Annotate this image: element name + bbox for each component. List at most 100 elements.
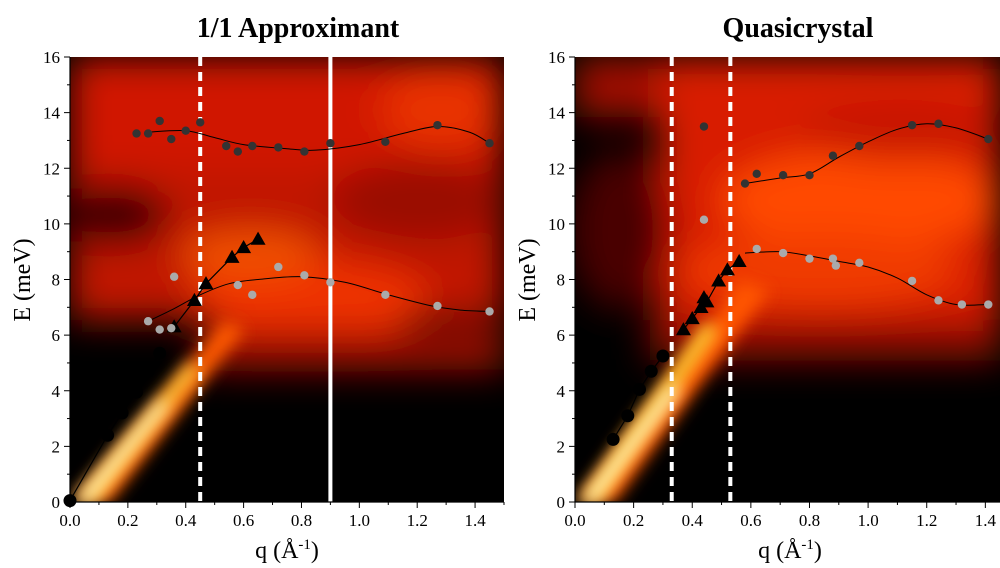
grey-point <box>752 244 761 254</box>
panel-title: 1/1 Approximant <box>197 13 400 44</box>
y-tick-label: 6 <box>52 326 61 345</box>
x-tick-label: 1.4 <box>464 511 486 530</box>
grey-point <box>433 301 442 311</box>
grey-point <box>143 317 153 326</box>
circle-point-large <box>606 432 620 446</box>
x-tick-label: 0.4 <box>175 511 197 530</box>
y-tick-label: 4 <box>52 382 61 401</box>
y-tick-label: 12 <box>43 159 60 178</box>
axes: 0.0 0.2 0.4 0.6 0.8 1.0 1.2 1.4 0 2 4 6 8 10 12 14 16 <box>548 48 1000 530</box>
circle-point-large <box>141 364 155 378</box>
dark-point <box>132 129 141 138</box>
y-axis-label: E (meV) <box>515 238 541 321</box>
y-axis-label: E (meV) <box>10 238 36 321</box>
grey-point <box>828 254 838 263</box>
dark-point <box>196 118 205 127</box>
triangle-point <box>198 276 214 290</box>
dark-point <box>433 120 442 130</box>
data-points <box>606 119 993 446</box>
data-points <box>63 116 494 508</box>
triangle-point <box>684 310 700 325</box>
x-tick-label: 0.0 <box>564 511 585 530</box>
y-tick-label: 6 <box>557 326 566 345</box>
triangle-point <box>711 273 727 287</box>
grey-point <box>169 272 179 281</box>
x-tick-label: 0.6 <box>233 511 254 530</box>
grey-point <box>326 278 335 287</box>
x-tick-label: 0.0 <box>59 511 80 530</box>
dark-point <box>485 139 494 148</box>
dark-point <box>778 171 788 180</box>
grey-point <box>957 300 967 309</box>
y-tick-label: 16 <box>548 48 565 67</box>
triangle-point <box>250 231 266 245</box>
y-tick-label: 10 <box>548 215 565 234</box>
y-tick-label: 16 <box>43 48 60 67</box>
intensity-map <box>575 57 1000 502</box>
x-tick-label: 0.2 <box>117 511 138 530</box>
y-tick-label: 2 <box>557 437 566 456</box>
intensity-map <box>70 57 504 502</box>
dark-point <box>984 134 993 144</box>
triangle-point <box>675 322 691 336</box>
dark-point <box>805 171 814 180</box>
quasicrystal-panel: Quasicrystal 0.0 0.2 0.4 0.6 0.8 1 <box>515 13 1000 564</box>
x-tick-label: 1.2 <box>916 511 937 530</box>
grey-point <box>855 258 864 268</box>
grey-point <box>907 276 917 286</box>
triangle-point <box>731 253 747 268</box>
panel-title: Quasicrystal <box>723 13 874 44</box>
dark-point <box>740 179 750 188</box>
fit-curve-upper <box>744 123 989 185</box>
x-tick-label: 0.8 <box>291 511 312 530</box>
fit-curves <box>744 123 989 306</box>
circle-point-large <box>644 364 658 378</box>
dark-point <box>167 134 176 144</box>
dark-point <box>274 143 283 152</box>
circle-point-large <box>101 428 115 442</box>
x-tick-label: 1.4 <box>975 511 997 530</box>
y-tick-label: 10 <box>43 215 60 234</box>
circle-point-large <box>153 346 167 360</box>
grey-point <box>155 325 164 334</box>
y-tick-label: 0 <box>557 493 566 512</box>
y-tick-label: 14 <box>43 104 61 123</box>
grey-point <box>984 300 993 309</box>
x-tick-label: 1.2 <box>407 511 428 530</box>
grey-point <box>805 254 814 263</box>
dark-point <box>855 141 864 151</box>
grey-point <box>778 248 788 258</box>
y-tick-label: 2 <box>52 437 61 456</box>
grey-point <box>248 290 257 299</box>
dark-point <box>828 151 838 160</box>
x-axis-label: q (Å-1) <box>758 537 822 564</box>
y-tick-label: 0 <box>52 493 61 512</box>
dark-point <box>907 120 917 130</box>
x-tick-label: 1.0 <box>857 511 878 530</box>
grey-point <box>233 280 243 290</box>
grey-point <box>831 261 841 270</box>
dark-point <box>699 122 709 131</box>
dark-point <box>222 141 231 151</box>
circle-point-large <box>656 349 670 363</box>
dark-point <box>248 141 257 151</box>
x-tick-label: 0.8 <box>799 511 820 530</box>
circle-point-large <box>632 382 646 396</box>
triangle-point <box>236 240 252 254</box>
x-axis-label: q (Å-1) <box>255 537 319 564</box>
grey-point <box>485 307 494 316</box>
grey-point <box>274 262 283 272</box>
dark-point <box>934 119 943 128</box>
dark-point <box>143 129 153 138</box>
y-tick-label: 8 <box>557 271 566 290</box>
triangle-point <box>186 292 202 306</box>
x-tick-label: 1.0 <box>349 511 370 530</box>
approximant-panel: 1/1 Approximant 0.0 0 <box>10 13 505 564</box>
dark-point <box>381 137 390 147</box>
fit-curve-lower <box>744 251 989 306</box>
dark-point <box>155 116 164 126</box>
dark-point <box>181 126 190 135</box>
grey-point <box>300 271 309 280</box>
dark-point <box>752 169 761 179</box>
